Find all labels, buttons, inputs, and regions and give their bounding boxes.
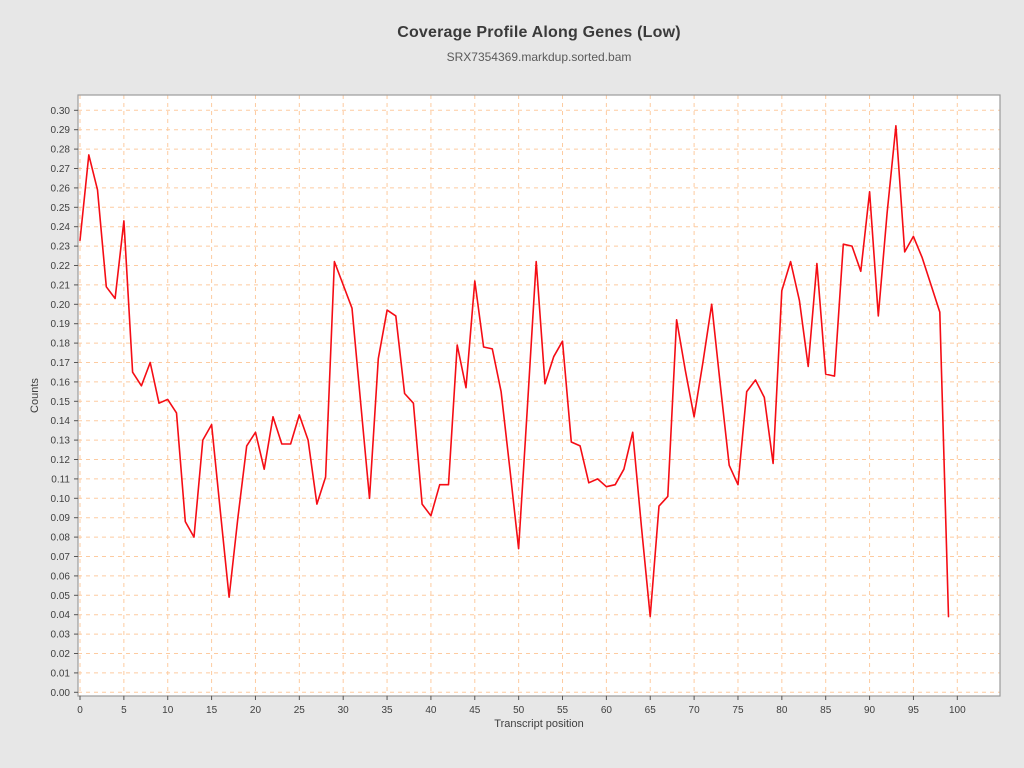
y-axis-label: Counts	[29, 378, 41, 413]
y-tick-label: 0.10	[51, 494, 71, 505]
x-tick-label: 65	[645, 705, 657, 716]
y-tick-label: 0.27	[51, 164, 71, 175]
y-tick-label: 0.15	[51, 397, 71, 408]
x-tick-label: 95	[908, 705, 920, 716]
y-tick-label: 0.30	[51, 106, 71, 117]
y-tick-label: 0.24	[51, 222, 71, 233]
x-axis-label: Transcript position	[494, 718, 583, 730]
y-tick-label: 0.21	[51, 280, 71, 291]
x-tick-label: 40	[425, 705, 437, 716]
coverage-line	[79, 125, 950, 618]
x-tick-label: 45	[469, 705, 481, 716]
y-tick-label: 0.04	[51, 610, 71, 621]
x-tick-label: 50	[513, 705, 525, 716]
y-tick-label: 0.26	[51, 183, 71, 194]
x-tick-label: 90	[864, 705, 876, 716]
x-tick-label: 85	[820, 705, 832, 716]
y-tick-label: 0.13	[51, 436, 71, 447]
y-tick-label: 0.28	[51, 145, 71, 156]
y-tick-label: 0.16	[51, 377, 71, 388]
tick-marks	[74, 109, 958, 700]
x-tick-label: 55	[557, 705, 569, 716]
x-tick-label: 10	[162, 705, 174, 716]
x-tick-label: 80	[776, 705, 788, 716]
y-tick-label: 0.03	[51, 630, 71, 641]
plot-area	[78, 95, 1000, 696]
y-tick-label: 0.08	[51, 533, 71, 544]
x-tick-label: 15	[206, 705, 218, 716]
x-tick-label: 0	[77, 705, 83, 716]
y-tick-label: 0.23	[51, 242, 71, 253]
y-tick-label: 0.11	[51, 474, 70, 485]
x-tick-label: 20	[250, 705, 262, 716]
y-tick-label: 0.01	[51, 668, 71, 679]
x-tick-label: 25	[294, 705, 306, 716]
y-tick-label: 0.18	[51, 339, 71, 350]
x-tick-label: 75	[732, 705, 744, 716]
y-tick-label: 0.09	[51, 513, 71, 524]
y-tick-label: 0.22	[51, 261, 71, 272]
x-tick-label: 35	[381, 705, 393, 716]
y-tick-label: 0.19	[51, 319, 71, 330]
y-tick-label: 0.25	[51, 203, 71, 214]
y-tick-label: 0.06	[51, 571, 71, 582]
plot-border	[77, 94, 1001, 697]
x-tick-label: 70	[689, 705, 701, 716]
x-tick-label: 60	[601, 705, 613, 716]
y-tick-label: 0.02	[51, 649, 71, 660]
x-tick-label: 30	[338, 705, 350, 716]
y-tick-label: 0.00	[51, 688, 71, 699]
y-tick-label: 0.20	[51, 300, 71, 311]
x-tick-label: 100	[949, 705, 966, 716]
y-tick-label: 0.14	[51, 416, 71, 427]
y-tick-label: 0.05	[51, 591, 71, 602]
y-tick-label: 0.12	[51, 455, 71, 466]
tick-labels: 0.00 0.01 0.02 0.03 0.04 0.05 0.06 0.07 0.08 0.09…	[51, 106, 967, 716]
y-tick-label: 0.07	[51, 552, 71, 563]
y-tick-label: 0.17	[51, 358, 71, 369]
gridlines	[78, 95, 1000, 696]
y-tick-label: 0.29	[51, 125, 71, 136]
x-tick-label: 5	[121, 705, 127, 716]
